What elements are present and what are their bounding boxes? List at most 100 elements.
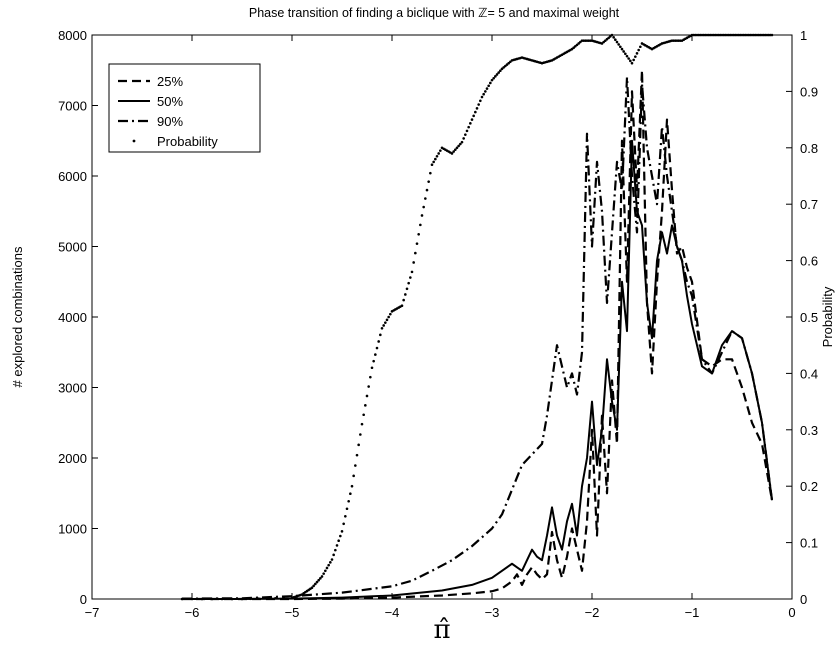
series-line-25pct	[182, 69, 774, 601]
x-axis-ticks: −7 −6 −5 −4 −3 −2 −1 0	[85, 35, 796, 620]
probability-point	[330, 558, 334, 561]
x-tick-label: −7	[85, 605, 100, 620]
y-tick-label: 6000	[58, 169, 87, 184]
x-axis-label: π̂	[433, 615, 450, 645]
probability-point	[364, 404, 367, 407]
probability-point	[339, 534, 342, 538]
probability-point	[414, 251, 417, 255]
probability-point	[494, 75, 497, 78]
legend-box	[108, 63, 261, 153]
probability-point	[360, 422, 364, 426]
legend-label: 50%	[157, 94, 183, 109]
probability-point	[454, 148, 457, 151]
probability-point	[385, 318, 389, 322]
probability-point	[374, 353, 377, 356]
probability-point	[417, 232, 420, 236]
x-tick-label: 0	[788, 605, 795, 620]
probability-point	[335, 544, 339, 547]
y-axis-ticks: 0 1000 2000 3000 4000 5000 6000 7000 8000	[58, 28, 98, 607]
probability-point	[317, 578, 320, 582]
probability-point	[387, 315, 390, 319]
probability-point	[210, 597, 214, 601]
legend-swatch-probability	[132, 139, 136, 143]
probability-point	[639, 45, 642, 49]
probability-point	[310, 586, 314, 590]
probability-point	[434, 157, 437, 161]
probability-point	[420, 214, 424, 217]
probability-point	[459, 142, 462, 146]
probability-point	[375, 346, 379, 350]
probability-point	[324, 569, 327, 573]
probability-point	[499, 69, 502, 73]
probability-point	[265, 597, 269, 600]
probability-point	[407, 281, 410, 285]
probability-point	[622, 50, 625, 53]
probability-point	[354, 464, 357, 467]
y-tick-label: 1000	[58, 522, 87, 537]
y-tick-label: 7000	[58, 99, 87, 114]
y2-tick-label: 0.4	[800, 366, 818, 381]
probability-point	[359, 433, 362, 436]
y-tick-label: 5000	[58, 240, 87, 255]
y2-tick-label: 0.1	[800, 536, 818, 551]
probability-point	[365, 394, 369, 398]
probability-point	[347, 499, 350, 503]
series-layer	[180, 33, 774, 601]
legend-label: Probability	[157, 134, 218, 149]
probability-point	[615, 40, 619, 44]
y-tick-label: 2000	[58, 451, 87, 466]
x-tick-label: −1	[685, 605, 700, 620]
probability-point	[637, 48, 640, 52]
probability-point	[485, 87, 489, 90]
probability-point	[439, 149, 442, 152]
x-tick-label: −6	[185, 605, 200, 620]
y2-axis-label: Probability	[820, 286, 835, 347]
probability-point	[340, 530, 344, 533]
probability-point	[405, 287, 409, 291]
probability-point	[614, 38, 617, 41]
probability-point	[490, 78, 494, 82]
probability-point	[220, 597, 224, 601]
probability-point	[610, 33, 614, 37]
probability-point	[349, 492, 352, 496]
probability-point	[480, 95, 484, 99]
legend-label: 90%	[157, 114, 183, 129]
probability-point	[315, 580, 319, 584]
probability-point	[474, 110, 477, 114]
probability-point	[282, 596, 285, 600]
probability-point	[372, 359, 375, 363]
probability-point	[435, 154, 439, 158]
probability-point	[384, 321, 387, 324]
probability-point	[337, 539, 340, 543]
probability-point	[465, 129, 469, 133]
y-tick-label: 8000	[58, 28, 87, 43]
probability-point	[467, 125, 470, 129]
probability-point	[629, 59, 632, 63]
probability-point	[497, 71, 500, 74]
y2-tick-label: 0.5	[800, 310, 818, 325]
probability-point	[362, 413, 365, 417]
probability-point	[320, 575, 324, 578]
probability-point	[382, 324, 385, 327]
y2-tick-label: 1	[800, 28, 807, 43]
probability-point	[389, 312, 392, 316]
probability-point	[455, 146, 459, 150]
probability-point	[342, 522, 345, 526]
probability-point	[325, 566, 329, 570]
probability-point	[377, 340, 380, 343]
x-tick-label: −5	[285, 605, 300, 620]
probability-point	[370, 366, 374, 370]
probability-point	[619, 45, 622, 49]
y2-tick-label: 0.6	[800, 254, 818, 269]
probability-point	[450, 152, 454, 155]
probability-point	[190, 597, 194, 601]
probability-point	[460, 140, 464, 144]
probability-point	[409, 276, 412, 279]
probability-point	[410, 270, 414, 274]
probability-point	[425, 188, 429, 192]
probability-point	[352, 474, 355, 478]
legend: 25% 50% 90% Probability	[108, 63, 261, 153]
probability-point	[334, 548, 337, 552]
probability-point	[332, 553, 335, 557]
y2-tick-label: 0.8	[800, 141, 818, 156]
